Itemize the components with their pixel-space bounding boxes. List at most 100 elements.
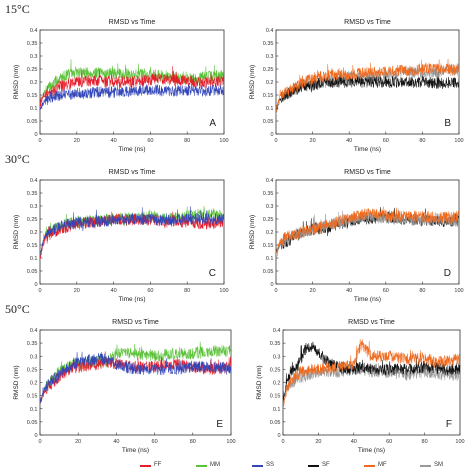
x-tick-label: 80 [184,138,190,144]
y-tick-label: 0.2 [273,381,281,387]
chart-title: RMSD vs Time [348,319,395,326]
x-axis-label: Time (ns) [358,447,385,454]
x-tick-label: 100 [454,288,463,294]
chart-title: RMSD vs Time [344,19,391,26]
series-line-ff [40,65,224,110]
x-tick-label: 40 [351,439,357,445]
legend-item-sf: SF [308,460,330,471]
y-tick-label: 0.1 [266,106,274,112]
legend: FF MM SS SF MF SM [140,460,470,471]
legend-label: SM [434,462,443,468]
series-group [40,59,224,111]
x-tick-label: 40 [113,439,119,445]
y-tick-label: 0 [270,132,273,138]
x-tick-label: 80 [419,138,425,144]
y-tick-label: 0 [34,132,37,138]
y-tick-label: 0.25 [270,367,281,373]
legend-item-ff: FF [140,460,161,471]
x-axis-label: Time (ns) [354,146,381,153]
y-tick-label: 0.15 [263,243,274,249]
y-axis-label: RMSD (nm) [13,365,20,399]
y-tick-label: 0.4 [30,328,38,334]
y-tick-label: 0.35 [27,191,38,197]
x-tick-label: 100 [219,288,228,294]
legend-item-ss: SS [252,460,274,471]
x-tick-label: 100 [219,138,228,144]
y-tick-label: 0.3 [30,54,38,60]
panel-letter: A [209,118,216,129]
series-line-ss [40,351,231,404]
x-axis-label: Time (ns) [354,296,381,303]
plot-frame [39,329,232,436]
x-tick-label: 80 [419,288,425,294]
series-line-mf [276,58,459,112]
y-tick-label: 0.3 [30,354,38,360]
y-tick-label: 0 [34,433,37,439]
x-tick-label: 40 [111,288,117,294]
x-tick-label: 60 [386,439,392,445]
x-tick-label: 0 [38,439,41,445]
y-tick-label: 0.35 [263,41,274,47]
legend-item-mm: MM [196,460,220,471]
legend-swatch [420,464,431,467]
y-tick-label: 0.35 [27,341,38,347]
series-line-mf [283,339,460,410]
x-tick-label: 0 [274,288,277,294]
y-tick-label: 0.4 [30,178,38,184]
y-tick-label: 0.4 [266,28,274,34]
y-tick-label: 0.3 [266,204,274,210]
x-tick-label: 20 [315,439,321,445]
legend-swatch [196,464,207,467]
y-tick-label: 0.05 [27,269,38,275]
series-group [283,339,460,410]
chart-title: RMSD vs Time [112,319,159,326]
y-tick-label: 0.25 [27,217,38,223]
y-tick-label: 0.05 [270,420,281,426]
plot-frame [282,329,461,436]
x-tick-label: 80 [190,439,196,445]
x-tick-label: 80 [184,288,190,294]
x-axis-label: Time (ns) [118,296,145,303]
y-axis-label: RMSD (nm) [13,215,20,249]
panel-b: RMSD vs Time 0 0.05 0.1 0.15 0.2 0.25 0.3 0.35 0.… [249,19,464,153]
series-group [40,341,231,405]
panel-f: RMSD vs Time 0 0.05 0.1 0.15 0.2 0.25 0.3 0.35 0.… [256,319,465,454]
y-tick-label: 0.05 [263,269,274,275]
y-tick-label: 0.1 [30,106,38,112]
y-tick-label: 0 [277,433,280,439]
chart-title: RMSD vs Time [109,19,156,26]
x-tick-label: 100 [226,439,235,445]
legend-item-mf: MF [364,460,387,471]
y-axis-label: RMSD (nm) [13,65,20,99]
chart-title: RMSD vs Time [344,169,391,176]
x-tick-label: 0 [38,138,41,144]
x-tick-label: 20 [310,138,316,144]
x-tick-label: 0 [274,138,277,144]
x-tick-label: 60 [147,288,153,294]
y-tick-label: 0.2 [266,80,274,86]
y-axis-label: RMSD (nm) [249,65,256,99]
y-tick-label: 0.25 [27,67,38,73]
y-tick-label: 0.35 [263,191,274,197]
x-tick-label: 20 [74,288,80,294]
series-line-ff [40,351,231,405]
panel-e: RMSD vs Time 0 0.05 0.1 0.15 0.2 0.25 0.3 0.35 0.… [13,319,236,454]
x-axis-label: Time (ns) [118,146,145,153]
x-tick-label: 60 [383,288,389,294]
y-tick-label: 0.4 [30,28,38,34]
y-tick-label: 0.15 [263,93,274,99]
series-group [276,58,459,115]
x-tick-label: 20 [75,439,81,445]
y-axis-label: RMSD (nm) [256,365,263,399]
x-tick-label: 0 [281,439,284,445]
x-tick-label: 40 [111,138,117,144]
legend-label: SF [322,462,330,468]
x-tick-label: 60 [147,138,153,144]
series-group [40,206,224,260]
temperature-label-30c: 30°C [5,152,30,166]
rmsd-figure: RMSD vs Time 0 0.05 0.1 0.15 0.2 0.25 0.3 0.35 0.… [13,19,465,454]
x-axis-label: Time (ns) [122,447,149,454]
panel-a: RMSD vs Time 0 0.05 0.1 0.15 0.2 0.25 0.3 0.35 0.… [13,19,229,153]
y-tick-label: 0.1 [273,407,281,413]
y-tick-label: 0.25 [263,67,274,73]
